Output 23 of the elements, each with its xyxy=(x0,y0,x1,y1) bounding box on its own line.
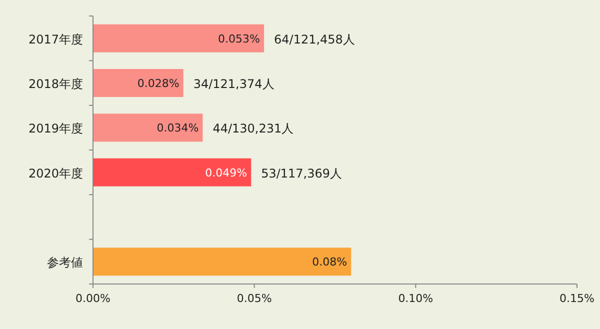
bar xyxy=(93,24,264,52)
x-tick-label: 0.05% xyxy=(236,292,272,305)
data-label: 0.049% xyxy=(205,166,248,180)
y-tick-label: 2017年度 xyxy=(28,32,83,46)
bar xyxy=(93,114,203,142)
y-tick-label: 2019年度 xyxy=(28,122,83,136)
data-label: 0.08% xyxy=(312,256,348,269)
y-tick-label: 2018年度 xyxy=(28,77,83,91)
x-tick-label: 0.10% xyxy=(398,292,434,305)
annotation: 44/130,231人 xyxy=(212,122,294,136)
annotation: 64/121,458人 xyxy=(274,32,355,46)
y-tick-label: 参考値 xyxy=(47,256,83,270)
x-tick-label: 0.00% xyxy=(76,292,110,305)
bar xyxy=(93,158,252,186)
data-label: 0.053% xyxy=(218,32,260,46)
y-tick-label: 2020年度 xyxy=(28,166,83,180)
bar xyxy=(93,248,352,276)
annotation: 34/121,374人 xyxy=(193,77,274,91)
annotation: 53/117,369人 xyxy=(261,166,342,180)
data-label: 0.028% xyxy=(137,77,180,90)
x-tick-label: 0.15% xyxy=(560,292,594,305)
data-label: 0.034% xyxy=(156,122,199,135)
bar xyxy=(93,69,184,97)
